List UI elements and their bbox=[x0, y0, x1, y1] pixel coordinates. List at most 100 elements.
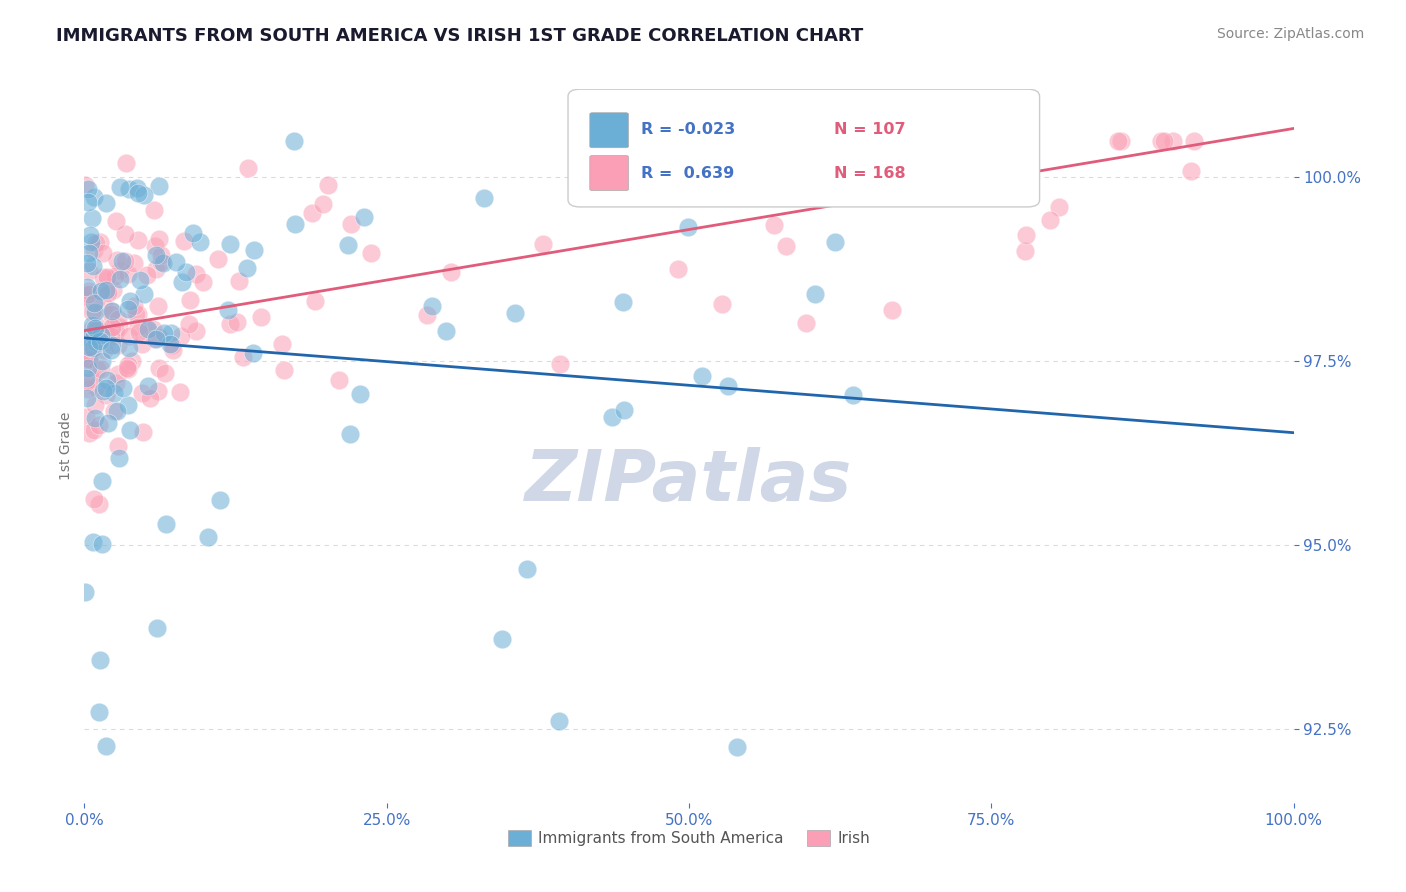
Point bbox=[153, 326, 176, 340]
Point bbox=[503, 306, 526, 320]
Text: Source: ZipAtlas.com: Source: ZipAtlas.com bbox=[1216, 27, 1364, 41]
Point bbox=[148, 329, 170, 343]
Point bbox=[207, 252, 229, 267]
Point bbox=[94, 283, 117, 297]
Point bbox=[284, 217, 307, 231]
Text: IMMIGRANTS FROM SOUTH AMERICA VS IRISH 1ST GRADE CORRELATION CHART: IMMIGRANTS FROM SOUTH AMERICA VS IRISH 1… bbox=[56, 27, 863, 45]
Point bbox=[197, 530, 219, 544]
Point bbox=[97, 285, 120, 300]
Point bbox=[676, 219, 699, 234]
Point bbox=[84, 379, 107, 393]
Point bbox=[208, 493, 231, 508]
Point bbox=[339, 217, 361, 231]
Point bbox=[132, 425, 155, 439]
Point bbox=[89, 334, 111, 348]
Point bbox=[91, 269, 114, 284]
Point bbox=[76, 391, 98, 405]
Point bbox=[219, 317, 242, 331]
Point bbox=[118, 182, 141, 196]
Point bbox=[965, 190, 987, 204]
Point bbox=[75, 331, 97, 345]
Point bbox=[77, 425, 100, 440]
Point bbox=[531, 236, 554, 251]
Point bbox=[77, 245, 100, 260]
Point bbox=[153, 366, 176, 380]
Point bbox=[283, 134, 305, 148]
Point bbox=[108, 180, 131, 194]
Point bbox=[80, 304, 103, 318]
FancyBboxPatch shape bbox=[568, 89, 1039, 207]
Point bbox=[804, 287, 827, 301]
Point bbox=[132, 188, 155, 202]
Point bbox=[186, 267, 208, 281]
Point bbox=[217, 302, 239, 317]
Point bbox=[107, 404, 129, 418]
Point bbox=[84, 335, 107, 350]
Point bbox=[516, 562, 538, 576]
Point bbox=[148, 299, 170, 313]
Point bbox=[162, 338, 184, 352]
Point bbox=[73, 585, 96, 599]
Point bbox=[129, 273, 152, 287]
Point bbox=[1039, 213, 1062, 227]
Point bbox=[472, 191, 495, 205]
Point bbox=[77, 195, 100, 210]
Point bbox=[353, 211, 375, 225]
Point bbox=[93, 343, 115, 358]
Point bbox=[90, 361, 112, 376]
Point bbox=[832, 179, 855, 194]
Point bbox=[666, 262, 689, 277]
Point bbox=[824, 235, 846, 249]
Point bbox=[82, 322, 104, 336]
Point bbox=[96, 739, 118, 753]
Point bbox=[79, 235, 101, 249]
Point bbox=[101, 303, 124, 318]
Point bbox=[162, 343, 184, 357]
Point bbox=[125, 307, 148, 321]
Point bbox=[100, 303, 122, 318]
Point bbox=[80, 211, 103, 225]
Point bbox=[987, 134, 1010, 148]
Point bbox=[103, 322, 125, 336]
Point bbox=[886, 158, 908, 172]
Point bbox=[190, 235, 212, 249]
Point bbox=[612, 294, 634, 309]
Point bbox=[179, 293, 201, 307]
Point bbox=[75, 358, 97, 372]
Point bbox=[121, 353, 143, 368]
Point bbox=[76, 286, 98, 301]
FancyBboxPatch shape bbox=[589, 112, 628, 148]
Point bbox=[110, 272, 132, 286]
Point bbox=[880, 134, 903, 148]
Point bbox=[108, 450, 131, 465]
Point bbox=[117, 302, 139, 317]
Point bbox=[336, 238, 359, 252]
Point bbox=[416, 308, 439, 322]
Point bbox=[1153, 134, 1175, 148]
Point bbox=[118, 293, 141, 308]
Point bbox=[316, 178, 339, 192]
Point bbox=[1014, 244, 1036, 258]
Point bbox=[87, 705, 110, 719]
Point bbox=[77, 284, 100, 298]
Point bbox=[83, 423, 105, 437]
Point bbox=[90, 353, 112, 368]
Point bbox=[135, 323, 157, 337]
Point bbox=[797, 165, 820, 179]
Point bbox=[84, 398, 107, 412]
Point bbox=[83, 328, 105, 343]
Point bbox=[103, 403, 125, 417]
Point bbox=[80, 372, 103, 386]
Point bbox=[89, 334, 111, 349]
Point bbox=[105, 214, 128, 228]
Point bbox=[648, 161, 671, 175]
Point bbox=[122, 256, 145, 270]
Point bbox=[117, 398, 139, 412]
Point bbox=[114, 227, 136, 241]
Point bbox=[174, 265, 197, 279]
Point bbox=[136, 321, 159, 335]
Point bbox=[170, 275, 193, 289]
Point bbox=[80, 341, 103, 355]
Point bbox=[775, 239, 797, 253]
Point bbox=[960, 134, 983, 148]
